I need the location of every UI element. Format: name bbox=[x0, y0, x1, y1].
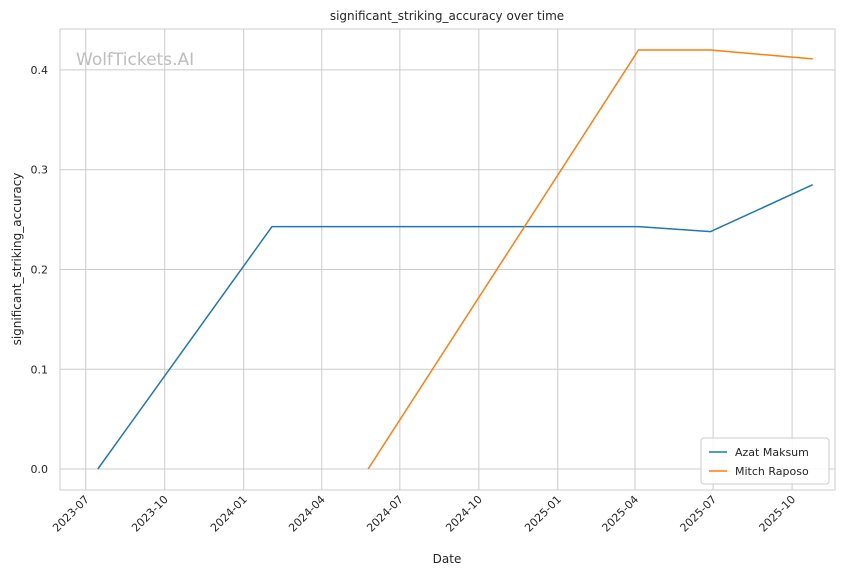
grid bbox=[60, 29, 835, 490]
x-tick-label: 2025-07 bbox=[678, 493, 720, 535]
y-tick-label: 0.2 bbox=[31, 263, 49, 276]
x-tick-label: 2024-07 bbox=[364, 493, 406, 535]
x-tick-label: 2024-04 bbox=[286, 493, 328, 535]
legend-label-2: Mitch Raposo bbox=[735, 465, 809, 478]
y-tick-label: 0.4 bbox=[31, 64, 49, 77]
series-line-2 bbox=[367, 49, 813, 470]
y-tick-label: 0.0 bbox=[31, 463, 49, 476]
legend-label-1: Azat Maksum bbox=[735, 446, 809, 459]
x-tick-label: 2023-10 bbox=[129, 493, 171, 535]
y-axis-ticks: 0.0 0.1 0.2 0.3 0.4 bbox=[31, 64, 49, 476]
x-tick-label: 2023-07 bbox=[50, 493, 92, 535]
x-tick-label: 2025-10 bbox=[757, 493, 799, 535]
x-axis-ticks: 2023-07 2023-10 2024-01 2024-04 2024-07 2024-… bbox=[50, 493, 798, 535]
x-tick-label: 2025-01 bbox=[522, 493, 564, 535]
legend: Azat Maksum Mitch Raposo bbox=[700, 437, 830, 485]
plot-frame bbox=[59, 28, 836, 491]
chart-title: significant_striking_accuracy over time bbox=[330, 9, 564, 23]
series-line-1 bbox=[97, 184, 814, 470]
legend-box bbox=[700, 437, 830, 485]
y-tick-label: 0.3 bbox=[31, 164, 49, 177]
x-axis-label: Date bbox=[433, 552, 462, 566]
watermark: WolfTickets.AI bbox=[76, 50, 194, 70]
x-tick-label: 2024-10 bbox=[443, 493, 485, 535]
x-tick-label: 2025-04 bbox=[599, 493, 641, 535]
y-tick-label: 0.1 bbox=[31, 363, 49, 376]
y-axis-label: significant_striking_accuracy bbox=[10, 173, 24, 346]
x-tick-label: 2024-01 bbox=[208, 493, 250, 535]
series-lines bbox=[97, 49, 814, 470]
